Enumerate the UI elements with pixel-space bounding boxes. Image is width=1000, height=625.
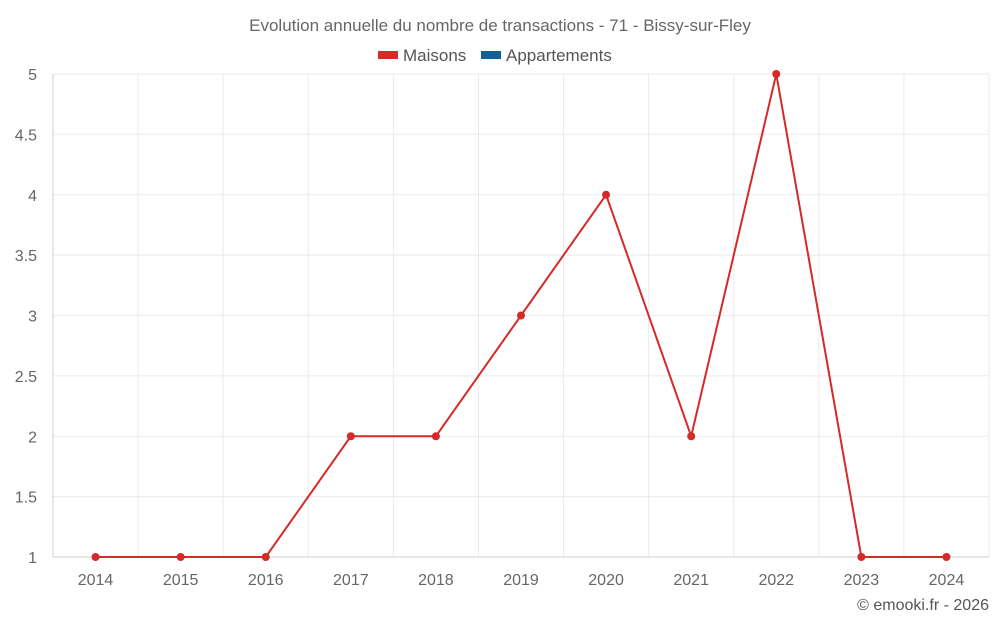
data-point[interactable] bbox=[431, 432, 440, 441]
legend-swatch-maisons bbox=[378, 51, 398, 59]
y-tick-label: 5 bbox=[28, 67, 37, 84]
data-point[interactable] bbox=[602, 190, 611, 199]
x-tick-label: 2014 bbox=[78, 572, 114, 589]
x-tick-label: 2023 bbox=[844, 572, 880, 589]
chart-title: Evolution annuelle du nombre de transact… bbox=[249, 16, 751, 35]
y-tick-label: 2 bbox=[28, 429, 37, 446]
data-point[interactable] bbox=[346, 432, 355, 441]
y-tick-label: 4.5 bbox=[15, 127, 37, 144]
x-tick-label: 2017 bbox=[333, 572, 369, 589]
data-point[interactable] bbox=[176, 553, 185, 561]
legend-swatch-appartements bbox=[481, 51, 501, 59]
data-point[interactable] bbox=[857, 553, 866, 561]
y-tick-label: 1.5 bbox=[15, 490, 37, 507]
legend-item-appartements[interactable]: Appartements bbox=[481, 46, 612, 65]
x-tick-label: 2016 bbox=[248, 572, 284, 589]
x-tick-label: 2018 bbox=[418, 572, 454, 589]
legend: Maisons Appartements bbox=[378, 46, 612, 65]
x-axis-ticks: 2014 2015 2016 2017 2018 2019 2020 2021 2022 2023… bbox=[78, 572, 965, 589]
x-tick-label: 2019 bbox=[503, 572, 539, 589]
y-tick-label: 1 bbox=[28, 550, 37, 567]
data-point[interactable] bbox=[261, 553, 270, 561]
data-point[interactable] bbox=[517, 311, 525, 320]
legend-label-appartements: Appartements bbox=[506, 46, 612, 65]
y-tick-label: 4 bbox=[28, 188, 37, 205]
x-tick-label: 2015 bbox=[163, 572, 199, 589]
x-tick-label: 2021 bbox=[673, 572, 709, 589]
legend-label-maisons: Maisons bbox=[403, 46, 466, 65]
data-point[interactable] bbox=[772, 70, 781, 78]
grid bbox=[52, 73, 990, 558]
series bbox=[91, 70, 951, 561]
y-tick-label: 3.5 bbox=[15, 248, 37, 265]
legend-item-maisons[interactable]: Maisons bbox=[378, 46, 466, 65]
x-tick-label: 2020 bbox=[588, 572, 624, 589]
x-tick-label: 2024 bbox=[929, 572, 965, 589]
data-point[interactable] bbox=[942, 553, 951, 561]
x-tick-label: 2022 bbox=[758, 572, 794, 589]
credit-text: © emooki.fr - 2026 bbox=[857, 597, 989, 614]
y-tick-label: 2.5 bbox=[15, 369, 37, 386]
y-axis-ticks: 1 1.5 2 2.5 3 3.5 4 4.5 5 bbox=[15, 67, 37, 567]
data-point[interactable] bbox=[687, 432, 696, 441]
y-tick-label: 3 bbox=[28, 309, 37, 326]
data-point[interactable] bbox=[91, 553, 100, 561]
